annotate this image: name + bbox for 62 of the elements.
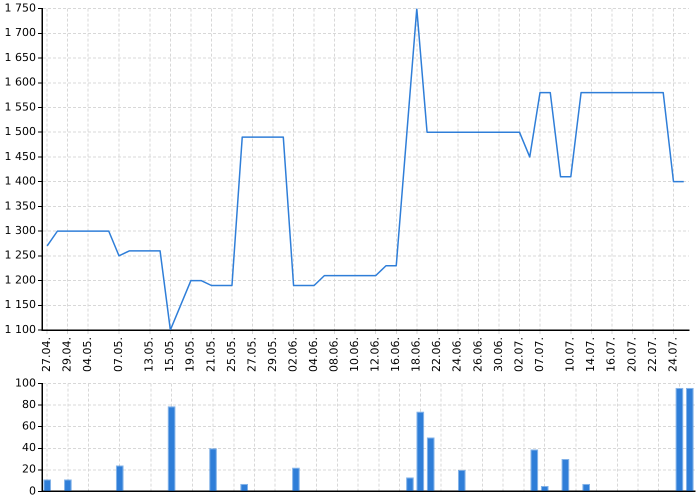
y-tick-label: 1 150 xyxy=(4,298,36,312)
x-tick-label: 02.07. xyxy=(512,337,526,372)
x-tick-label: 18.06. xyxy=(410,337,423,372)
bar xyxy=(416,412,424,491)
bar xyxy=(116,466,124,491)
x-tick-label: 21.05. xyxy=(204,337,218,372)
x-tick-label: 19.05. xyxy=(184,337,197,372)
bar xyxy=(406,477,414,491)
x-tick-label: 15.05. xyxy=(163,337,176,372)
x-tick-label: 16.06. xyxy=(389,337,402,372)
x-tick-label: 24.07. xyxy=(666,337,680,372)
bar xyxy=(209,448,217,491)
y-tick-label: 100 xyxy=(15,376,36,390)
x-tick-label: 07.07. xyxy=(532,337,546,372)
y-tick-label: 1 400 xyxy=(4,174,36,188)
x-tick-label: 29.05. xyxy=(266,337,279,372)
x-tick-label: 25.05. xyxy=(224,337,238,372)
y-tick-label: 1 700 xyxy=(4,26,36,40)
y-tick-label: 60 xyxy=(22,420,36,433)
x-tick-label: 04.05. xyxy=(81,337,94,372)
bar xyxy=(676,388,684,491)
y-tick-label: 1 650 xyxy=(4,50,36,64)
x-tick-label: 13.05. xyxy=(142,337,156,372)
x-tick-label: 02.06. xyxy=(286,337,300,372)
x-tick-label: 27.04. xyxy=(40,337,53,372)
y-tick-label: 1 500 xyxy=(4,125,36,138)
y-tick-label: 1 200 xyxy=(4,273,36,286)
x-tick-label: 24.06. xyxy=(450,337,464,372)
x-tick-label: 08.06. xyxy=(328,337,340,372)
y-tick-label: 1 350 xyxy=(4,199,36,212)
x-tick-label: 14.07. xyxy=(584,337,598,372)
x-tick-label: 20.07. xyxy=(625,337,638,372)
x-tick-label: 10.07. xyxy=(564,337,577,372)
bar xyxy=(686,388,694,491)
bar xyxy=(426,438,435,491)
x-tick-label: 30.06. xyxy=(492,337,505,372)
x-tick-label: 07.05. xyxy=(112,337,125,372)
y-tick-label: 0 xyxy=(29,484,36,498)
bar xyxy=(292,468,300,491)
y-tick-label: 40 xyxy=(22,441,36,454)
y-tick-label: 1 550 xyxy=(4,100,36,114)
y-tick-label: 1 300 xyxy=(4,224,36,237)
x-tick-label: 04.06. xyxy=(306,337,320,372)
x-tick-label: 12.06. xyxy=(368,337,382,372)
x-tick-label: 27.05. xyxy=(245,337,258,372)
y-tick-label: 80 xyxy=(22,398,36,412)
bar xyxy=(458,470,466,491)
bar xyxy=(562,459,570,491)
x-tick-label: 26.06. xyxy=(471,337,484,372)
x-tick-label: 16.07. xyxy=(604,337,618,372)
x-tick-label: 29.04. xyxy=(60,337,74,372)
y-tick-label: 20 xyxy=(22,462,36,476)
y-tick-label: 1 600 xyxy=(4,76,36,89)
bar xyxy=(530,449,538,491)
y-tick-label: 1 450 xyxy=(4,150,36,163)
y-tick-label: 1 100 xyxy=(4,322,36,336)
x-tick-label: 22.07. xyxy=(646,337,659,372)
bar xyxy=(168,406,176,491)
x-tick-label: 22.06. xyxy=(430,337,444,372)
x-tick-label: 10.06. xyxy=(348,337,362,372)
y-tick-label: 1 750 xyxy=(4,1,36,14)
y-tick-label: 1 250 xyxy=(4,248,36,262)
